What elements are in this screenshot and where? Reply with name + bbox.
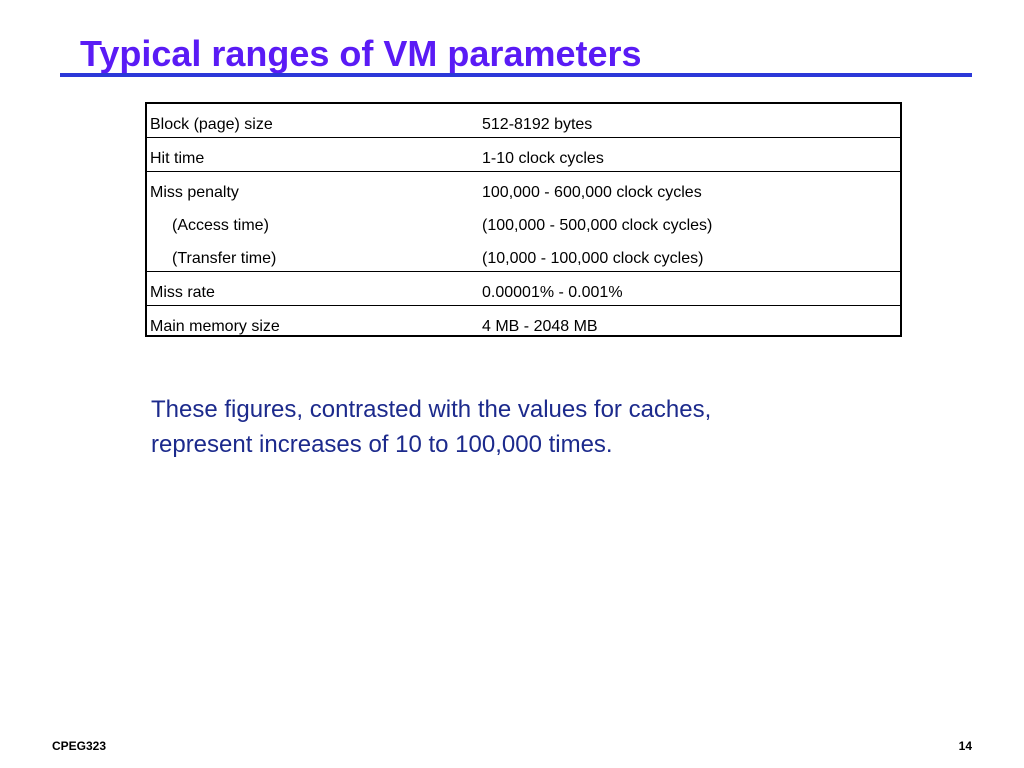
table-row: Main memory size 4 MB - 2048 MB	[147, 306, 900, 339]
table-group-miss-rate: Miss rate 0.00001% - 0.001%	[147, 272, 900, 306]
table-group-hit-time: Hit time 1-10 clock cycles	[147, 138, 900, 172]
slide-title: Typical ranges of VM parameters	[80, 33, 642, 74]
footer-course-code: CPEG323	[52, 739, 107, 753]
table-row: Block (page) size 512-8192 bytes	[147, 104, 900, 137]
table-group-miss-penalty: Miss penalty 100,000 - 600,000 clock cyc…	[147, 172, 900, 272]
row-label: (Access time)	[172, 217, 269, 234]
row-value: 1-10 clock cycles	[482, 150, 604, 167]
table-group-main-memory: Main memory size 4 MB - 2048 MB	[147, 306, 900, 339]
table-group-block-size: Block (page) size 512-8192 bytes	[147, 104, 900, 138]
row-label: Miss penalty	[150, 184, 239, 201]
table-row: Miss penalty 100,000 - 600,000 clock cyc…	[147, 172, 900, 205]
table-row: Miss rate 0.00001% - 0.001%	[147, 272, 900, 305]
vm-parameters-table: Block (page) size 512-8192 bytes Hit tim…	[145, 102, 902, 337]
row-value: (100,000 - 500,000 clock cycles)	[482, 217, 713, 234]
summary-note-line-1: These figures, contrasted with the value…	[151, 396, 712, 423]
row-value: 512-8192 bytes	[482, 116, 593, 133]
row-value: 0.00001% - 0.001%	[482, 284, 623, 301]
title-underline	[60, 73, 972, 77]
row-label: (Transfer time)	[172, 250, 277, 267]
row-label: Hit time	[150, 150, 205, 167]
row-value: 4 MB - 2048 MB	[482, 318, 598, 335]
row-value: (10,000 - 100,000 clock cycles)	[482, 250, 704, 267]
footer-page-number: 14	[958, 739, 972, 753]
table-row: (Access time) (100,000 - 500,000 clock c…	[147, 205, 900, 238]
summary-note-line-2: represent increases of 10 to 100,000 tim…	[151, 431, 613, 458]
row-label: Miss rate	[150, 284, 215, 301]
summary-note: These figures, contrasted with the value…	[151, 392, 871, 462]
row-value: 100,000 - 600,000 clock cycles	[482, 184, 702, 201]
table-row: (Transfer time) (10,000 - 100,000 clock …	[147, 238, 900, 271]
row-label: Block (page) size	[150, 116, 273, 133]
row-label: Main memory size	[150, 318, 280, 335]
table-row: Hit time 1-10 clock cycles	[147, 138, 900, 171]
